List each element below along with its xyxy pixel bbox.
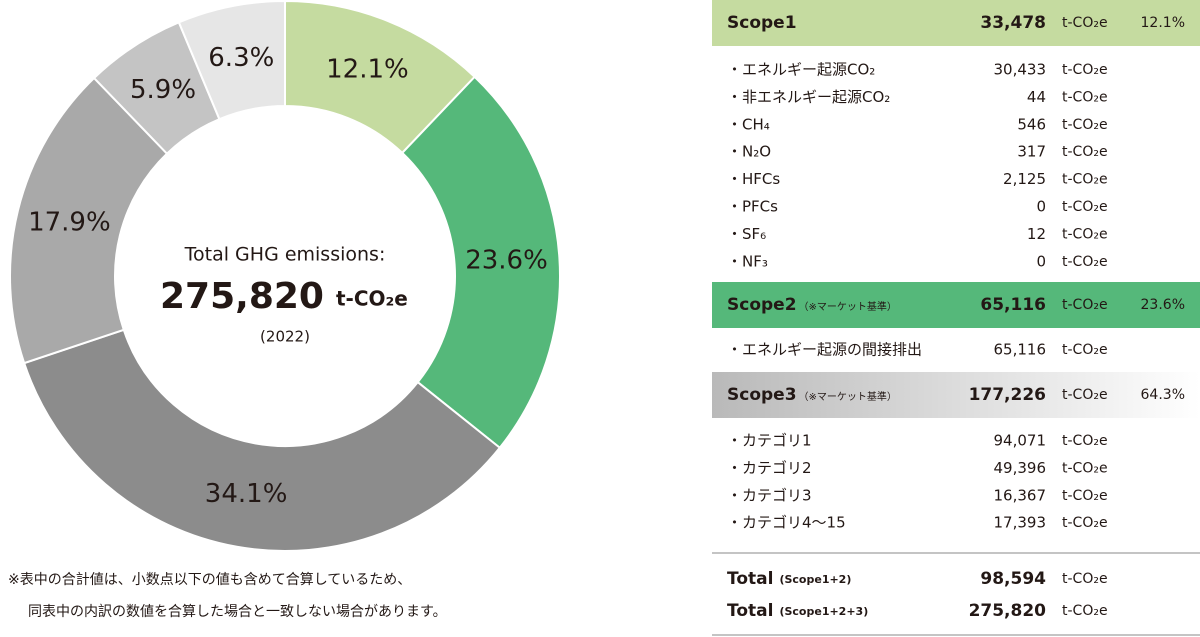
row-label: ・HFCs [727,170,780,188]
row-label: ・エネルギー起源CO₂ [727,61,875,79]
row-unit: t-CO₂e [1062,460,1108,476]
center-year: (2022) [260,328,310,346]
total-note: (Scope1+2+3) [779,605,868,618]
total-value: 275,820 [969,601,1047,621]
section-name: Scope1 [727,13,797,33]
total-value: 98,594 [980,569,1046,589]
row-label: ・NF₃ [727,252,768,270]
row-value: 30,433 [994,61,1047,79]
section-value: 33,478 [980,13,1046,33]
row-label: ・CH₄ [727,115,770,133]
slice-label: 34.1% [205,479,288,509]
row-label: ・エネルギー起源の間接排出 [727,341,922,359]
slice-label: 6.3% [208,43,274,73]
row-label: ・カテゴリ3 [727,486,812,504]
row-unit: t-CO₂e [1062,89,1108,105]
row-value: 2,125 [1003,170,1046,188]
row-value: 49,396 [994,459,1047,477]
row-label: ・SF₆ [727,225,766,243]
section-unit: t-CO₂e [1062,297,1108,313]
row-unit: t-CO₂e [1062,226,1108,242]
donut-slice [177,0,286,121]
row-value: 16,367 [994,486,1047,504]
row-unit: t-CO₂e [1062,172,1108,188]
section-name: Scope3 [727,385,797,405]
section-share: 23.6% [1141,297,1185,313]
row-unit: t-CO₂e [1062,342,1108,358]
center-title: Total GHG emissions: [184,244,386,266]
section-header-bg [712,372,1200,418]
row-label: ・カテゴリ1 [727,432,812,450]
footnote: 同表中の内訳の数値を合算した場合と一致しない場合があります。 [28,604,447,620]
row-label: ・カテゴリ4〜15 [727,514,846,532]
section-unit: t-CO₂e [1062,387,1108,403]
row-value: 44 [1027,88,1046,106]
donut-slice [9,76,169,365]
row-unit: t-CO₂e [1062,515,1108,531]
row-value: 65,116 [994,341,1047,359]
section-name: Scope2 [727,295,797,315]
center-unit: t-CO₂e [336,287,408,311]
row-label: ・PFCs [727,198,778,216]
total-label: Total [727,601,773,621]
row-label: ・非エネルギー起源CO₂ [727,88,890,106]
slice-label: 5.9% [130,75,196,105]
footnote: ※表中の合計値は、小数点以下の値も含めて合算しているため、 [8,572,411,588]
slice-label: 12.1% [326,54,409,84]
section-share: 64.3% [1141,387,1185,403]
section-note: （※マーケット基準） [799,300,897,313]
row-value: 546 [1017,115,1046,133]
row-value: 0 [1036,198,1046,216]
total-unit: t-CO₂e [1062,603,1108,619]
slice-label: 23.6% [465,246,548,276]
section-unit: t-CO₂e [1062,15,1108,31]
row-unit: t-CO₂e [1062,199,1108,215]
row-unit: t-CO₂e [1062,117,1108,133]
row-unit: t-CO₂e [1062,433,1108,449]
row-value: 12 [1027,225,1046,243]
section-header-bg [712,282,1200,328]
row-value: 17,393 [994,514,1047,532]
row-label: ・カテゴリ2 [727,459,812,477]
donut-slice [400,75,561,450]
slice-label: 17.9% [28,208,111,238]
section-share: 12.1% [1141,15,1185,31]
row-value: 94,071 [994,432,1047,450]
row-unit: t-CO₂e [1062,488,1108,504]
section-value: 65,116 [980,295,1046,315]
section-header-bg [712,0,1200,46]
row-value: 317 [1017,143,1046,161]
total-label: Total [727,569,773,589]
section-value: 177,226 [969,385,1046,405]
total-note: (Scope1+2) [779,573,851,586]
row-unit: t-CO₂e [1062,144,1108,160]
row-unit: t-CO₂e [1062,254,1108,270]
section-note: （※マーケット基準） [799,390,897,403]
row-unit: t-CO₂e [1062,62,1108,78]
total-unit: t-CO₂e [1062,571,1108,587]
donut-slice [22,328,502,552]
row-label: ・N₂O [727,143,771,161]
row-value: 0 [1036,252,1046,270]
center-value: 275,820 [160,276,324,317]
